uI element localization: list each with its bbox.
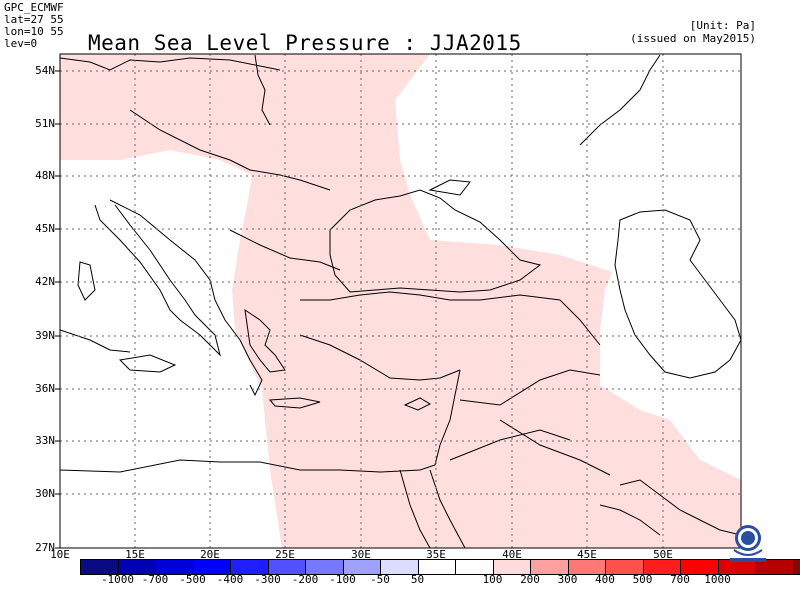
colorbar-cell bbox=[643, 560, 681, 574]
colorbar-cell bbox=[493, 560, 531, 574]
colorbar-cell bbox=[156, 560, 194, 574]
colorbar-cell bbox=[568, 560, 606, 574]
colorbar-label: 400 bbox=[595, 573, 615, 586]
lon-label: 45E bbox=[577, 548, 597, 561]
plot-frame bbox=[59, 53, 742, 549]
colorbar-label: 700 bbox=[670, 573, 690, 586]
lat-label: 48N bbox=[35, 169, 55, 182]
colorbar-cell bbox=[343, 560, 381, 574]
colorbar-label: -400 bbox=[216, 573, 244, 586]
colorbar-label: -200 bbox=[291, 573, 319, 586]
lat-label: 39N bbox=[35, 329, 55, 342]
unit-label: [Unit: Pa] bbox=[689, 19, 756, 32]
colorbar-label: -50 bbox=[370, 573, 390, 586]
lat-label: 30N bbox=[35, 487, 55, 500]
lat-label: 51N bbox=[35, 117, 55, 130]
lat-label: 33N bbox=[35, 434, 55, 447]
colorbar-label: -300 bbox=[254, 573, 281, 586]
map-title: Mean Sea Level Pressure : JJA2015 bbox=[88, 31, 522, 55]
colorbar-cell bbox=[81, 560, 119, 574]
lon-label: 30E bbox=[351, 548, 371, 561]
colorbar-cell bbox=[193, 560, 231, 574]
colorbar-label: -500 bbox=[179, 573, 206, 586]
colorbar-cell bbox=[418, 560, 456, 574]
colorbar-label: 1000 bbox=[704, 573, 731, 586]
lat-range-label: lat=27 55 bbox=[4, 13, 64, 26]
issued-label: (issued on May2015) bbox=[630, 32, 756, 45]
colorbar-cell bbox=[606, 560, 644, 574]
gridlines bbox=[60, 54, 741, 548]
axis-ticks bbox=[55, 70, 60, 549]
source-label: GPC_ECMWF bbox=[4, 1, 64, 14]
lat-label: 42N bbox=[35, 275, 55, 288]
colorbar-cell bbox=[793, 560, 800, 574]
colorbar-cell bbox=[268, 560, 306, 574]
lon-label: 10E bbox=[50, 548, 70, 561]
colorbar-label: 300 bbox=[557, 573, 578, 586]
colorbar-cell bbox=[718, 560, 756, 574]
level-label: lev=0 bbox=[4, 37, 38, 50]
colorbar-cell bbox=[531, 560, 569, 574]
colorbar bbox=[80, 559, 800, 575]
colorbar-label: 500 bbox=[632, 573, 653, 586]
colorbar-label: -1000 bbox=[100, 573, 135, 586]
colorbar-cell bbox=[756, 560, 794, 574]
colorbar-cell bbox=[456, 560, 494, 574]
lon-range-label: lon=10 55 bbox=[4, 25, 64, 38]
colorbar-label: 200 bbox=[520, 573, 540, 586]
lat-label: 27N bbox=[35, 541, 55, 554]
colorbar-label: -700 bbox=[141, 573, 169, 586]
lat-label: 45N bbox=[35, 222, 55, 235]
colorbar-label: -100 bbox=[329, 573, 356, 586]
lon-label: 50E bbox=[653, 548, 673, 561]
colorbar-cell bbox=[231, 560, 269, 574]
lon-label: 35E bbox=[426, 548, 446, 561]
lon-label: 20E bbox=[200, 548, 220, 561]
lon-label: 40E bbox=[502, 548, 522, 561]
colorbar-cell bbox=[381, 560, 419, 574]
colorbar-cell bbox=[306, 560, 344, 574]
positive-anomaly-region bbox=[60, 54, 741, 548]
colorbar-label: 100 bbox=[482, 573, 503, 586]
lat-label: 36N bbox=[35, 382, 55, 395]
colorbar-cell bbox=[118, 560, 156, 574]
lon-label: 25E bbox=[275, 548, 295, 561]
colorbar-cell bbox=[681, 560, 719, 574]
colorbar-label: 50 bbox=[410, 573, 425, 586]
lat-label: 54N bbox=[35, 64, 55, 77]
wmo-logo-icon bbox=[730, 525, 766, 562]
lon-label: 15E bbox=[125, 548, 145, 561]
coastlines bbox=[60, 54, 741, 548]
